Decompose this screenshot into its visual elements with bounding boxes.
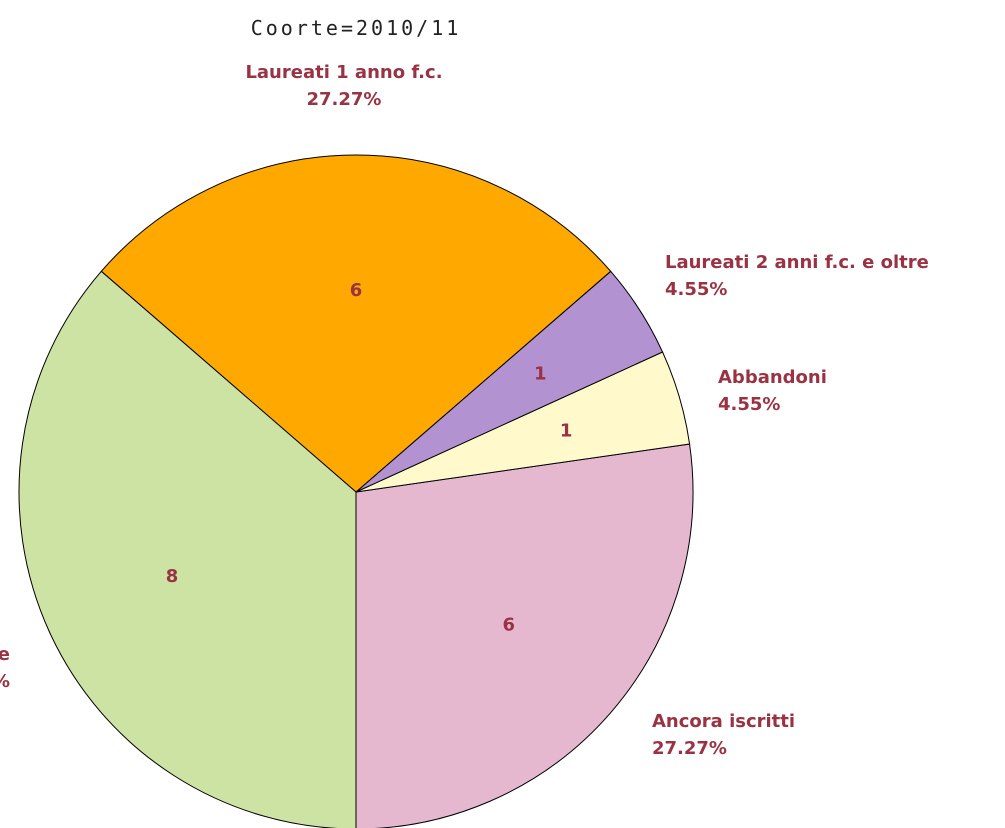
percent-label: 36.36%	[0, 671, 10, 692]
chart-title: Coorte=2010/11	[251, 16, 462, 40]
legend-label: Laureati 1 anno f.c.	[245, 62, 442, 83]
slice-value-label: 1	[560, 420, 573, 441]
percent-label: 27.27%	[307, 89, 382, 110]
legend-label: Abbandoni	[718, 367, 827, 388]
slice-value-label: 6	[503, 614, 516, 635]
slice-value-label: 8	[166, 566, 179, 587]
percent-label: 4.55%	[665, 279, 727, 300]
legend-label: Laureati durata normale	[0, 644, 10, 665]
pie-slice	[18, 270, 357, 828]
legend-label: Ancora iscritti	[652, 711, 795, 732]
pie-slice	[355, 443, 694, 828]
pie-slice	[100, 154, 612, 493]
slice-value-label: 1	[534, 364, 547, 385]
slice-value-label: 6	[350, 280, 363, 301]
percent-label: 4.55%	[718, 394, 780, 415]
legend-label: Laureati 2 anni f.c. e oltre	[665, 252, 929, 273]
percent-label: 27.27%	[652, 738, 727, 759]
